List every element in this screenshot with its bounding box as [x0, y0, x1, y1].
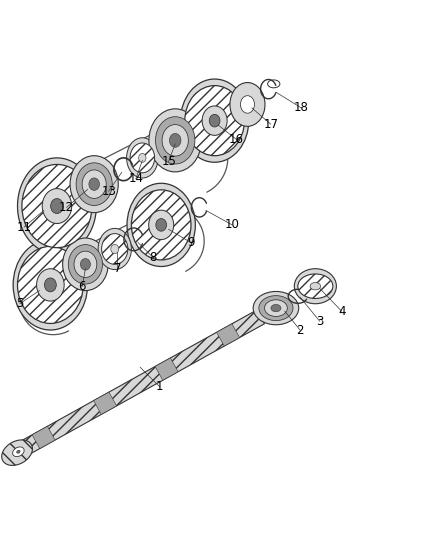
- Ellipse shape: [82, 170, 106, 198]
- Ellipse shape: [127, 138, 158, 178]
- Ellipse shape: [170, 133, 181, 147]
- Ellipse shape: [240, 96, 254, 113]
- Ellipse shape: [74, 251, 97, 278]
- Text: 16: 16: [229, 133, 244, 146]
- Text: 2: 2: [296, 324, 304, 336]
- Text: 18: 18: [294, 101, 309, 115]
- Text: 7: 7: [113, 262, 121, 275]
- Ellipse shape: [98, 229, 131, 270]
- Ellipse shape: [298, 274, 333, 298]
- Ellipse shape: [156, 219, 166, 231]
- Ellipse shape: [230, 83, 265, 126]
- Text: 9: 9: [187, 236, 194, 249]
- Ellipse shape: [102, 233, 128, 264]
- Ellipse shape: [18, 246, 83, 324]
- Polygon shape: [20, 310, 265, 455]
- Ellipse shape: [148, 210, 174, 240]
- Ellipse shape: [130, 143, 155, 173]
- Polygon shape: [155, 358, 178, 380]
- Text: 3: 3: [316, 315, 323, 328]
- Polygon shape: [94, 392, 117, 415]
- Text: 8: 8: [150, 251, 157, 264]
- Ellipse shape: [271, 304, 281, 312]
- Text: 12: 12: [59, 201, 74, 214]
- Ellipse shape: [13, 240, 88, 330]
- Ellipse shape: [185, 86, 244, 156]
- Ellipse shape: [265, 300, 287, 317]
- Ellipse shape: [18, 158, 96, 254]
- Polygon shape: [32, 426, 55, 449]
- Ellipse shape: [209, 115, 220, 127]
- Ellipse shape: [268, 80, 280, 88]
- Ellipse shape: [51, 199, 63, 214]
- Ellipse shape: [139, 154, 146, 163]
- Ellipse shape: [70, 156, 118, 213]
- Ellipse shape: [45, 278, 56, 292]
- Ellipse shape: [162, 125, 188, 156]
- Text: 17: 17: [263, 118, 278, 131]
- Ellipse shape: [310, 282, 321, 290]
- Ellipse shape: [180, 79, 249, 162]
- Text: 6: 6: [78, 280, 86, 293]
- Text: 11: 11: [17, 221, 32, 233]
- Ellipse shape: [42, 189, 72, 223]
- Ellipse shape: [155, 117, 195, 164]
- Ellipse shape: [2, 440, 32, 465]
- Polygon shape: [216, 324, 240, 346]
- Text: 5: 5: [16, 297, 23, 310]
- Ellipse shape: [149, 109, 201, 172]
- Ellipse shape: [294, 269, 336, 304]
- Text: 14: 14: [128, 172, 143, 185]
- Text: 13: 13: [101, 184, 116, 198]
- Ellipse shape: [89, 178, 99, 190]
- Ellipse shape: [68, 245, 102, 284]
- Ellipse shape: [22, 165, 92, 248]
- Text: 15: 15: [161, 155, 176, 168]
- Ellipse shape: [202, 106, 227, 135]
- Ellipse shape: [17, 450, 20, 453]
- Ellipse shape: [127, 183, 195, 266]
- Ellipse shape: [63, 238, 108, 290]
- Ellipse shape: [259, 296, 293, 320]
- Ellipse shape: [37, 269, 64, 301]
- Ellipse shape: [76, 163, 112, 206]
- Text: 4: 4: [338, 305, 346, 318]
- Ellipse shape: [111, 245, 119, 254]
- Ellipse shape: [131, 190, 191, 260]
- Text: 1: 1: [156, 381, 164, 393]
- Ellipse shape: [13, 447, 24, 457]
- Ellipse shape: [81, 259, 90, 270]
- Text: 10: 10: [225, 219, 240, 231]
- Ellipse shape: [253, 292, 299, 325]
